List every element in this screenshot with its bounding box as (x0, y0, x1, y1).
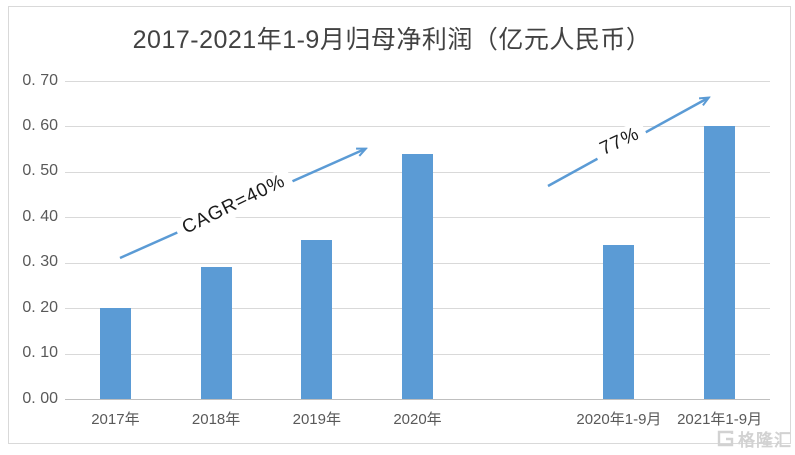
bar-2020年1-9月 (603, 244, 635, 399)
y-axis-tick-label: 0. 50 (22, 162, 58, 180)
x-axis-line (65, 399, 770, 400)
x-axis-tick-label: 2020年1-9月 (576, 411, 662, 428)
y-axis-tick-label: 0. 20 (22, 298, 58, 316)
x-axis-tick-label: 2020年 (393, 411, 442, 428)
watermark: 格隆汇 (716, 426, 792, 451)
x-axis-tick-label: 2018年 (191, 411, 241, 428)
gridline (65, 126, 770, 128)
y-axis-tick-label: 0. 70 (22, 71, 58, 89)
gridline (65, 81, 770, 82)
y-axis-tick-label: 0. 10 (22, 344, 58, 362)
bar-2021年1-9月 (704, 126, 736, 399)
chart-title: 2017-2021年1-9月归母净利润（亿元人民币） (132, 26, 652, 54)
bar-2018年 (200, 267, 232, 399)
bar-2019年 (301, 240, 333, 399)
y-axis-tick-label: 0. 00 (22, 389, 58, 407)
watermark-text: 格隆汇 (738, 431, 792, 450)
y-axis-tick-label: 0. 30 (22, 253, 58, 271)
gelonghui-logo-icon (717, 430, 734, 447)
y-axis-tick-label: 0. 60 (22, 116, 58, 134)
bar-2020年 (402, 153, 433, 399)
x-axis-tick-label: 2021年1-9月 (677, 411, 763, 428)
x-axis-tick-label: 2017年 (91, 411, 140, 428)
bar-2017年 (99, 308, 131, 399)
y-axis-tick-label: 0. 40 (22, 207, 58, 225)
x-axis-tick-label: 2019年 (292, 411, 341, 428)
